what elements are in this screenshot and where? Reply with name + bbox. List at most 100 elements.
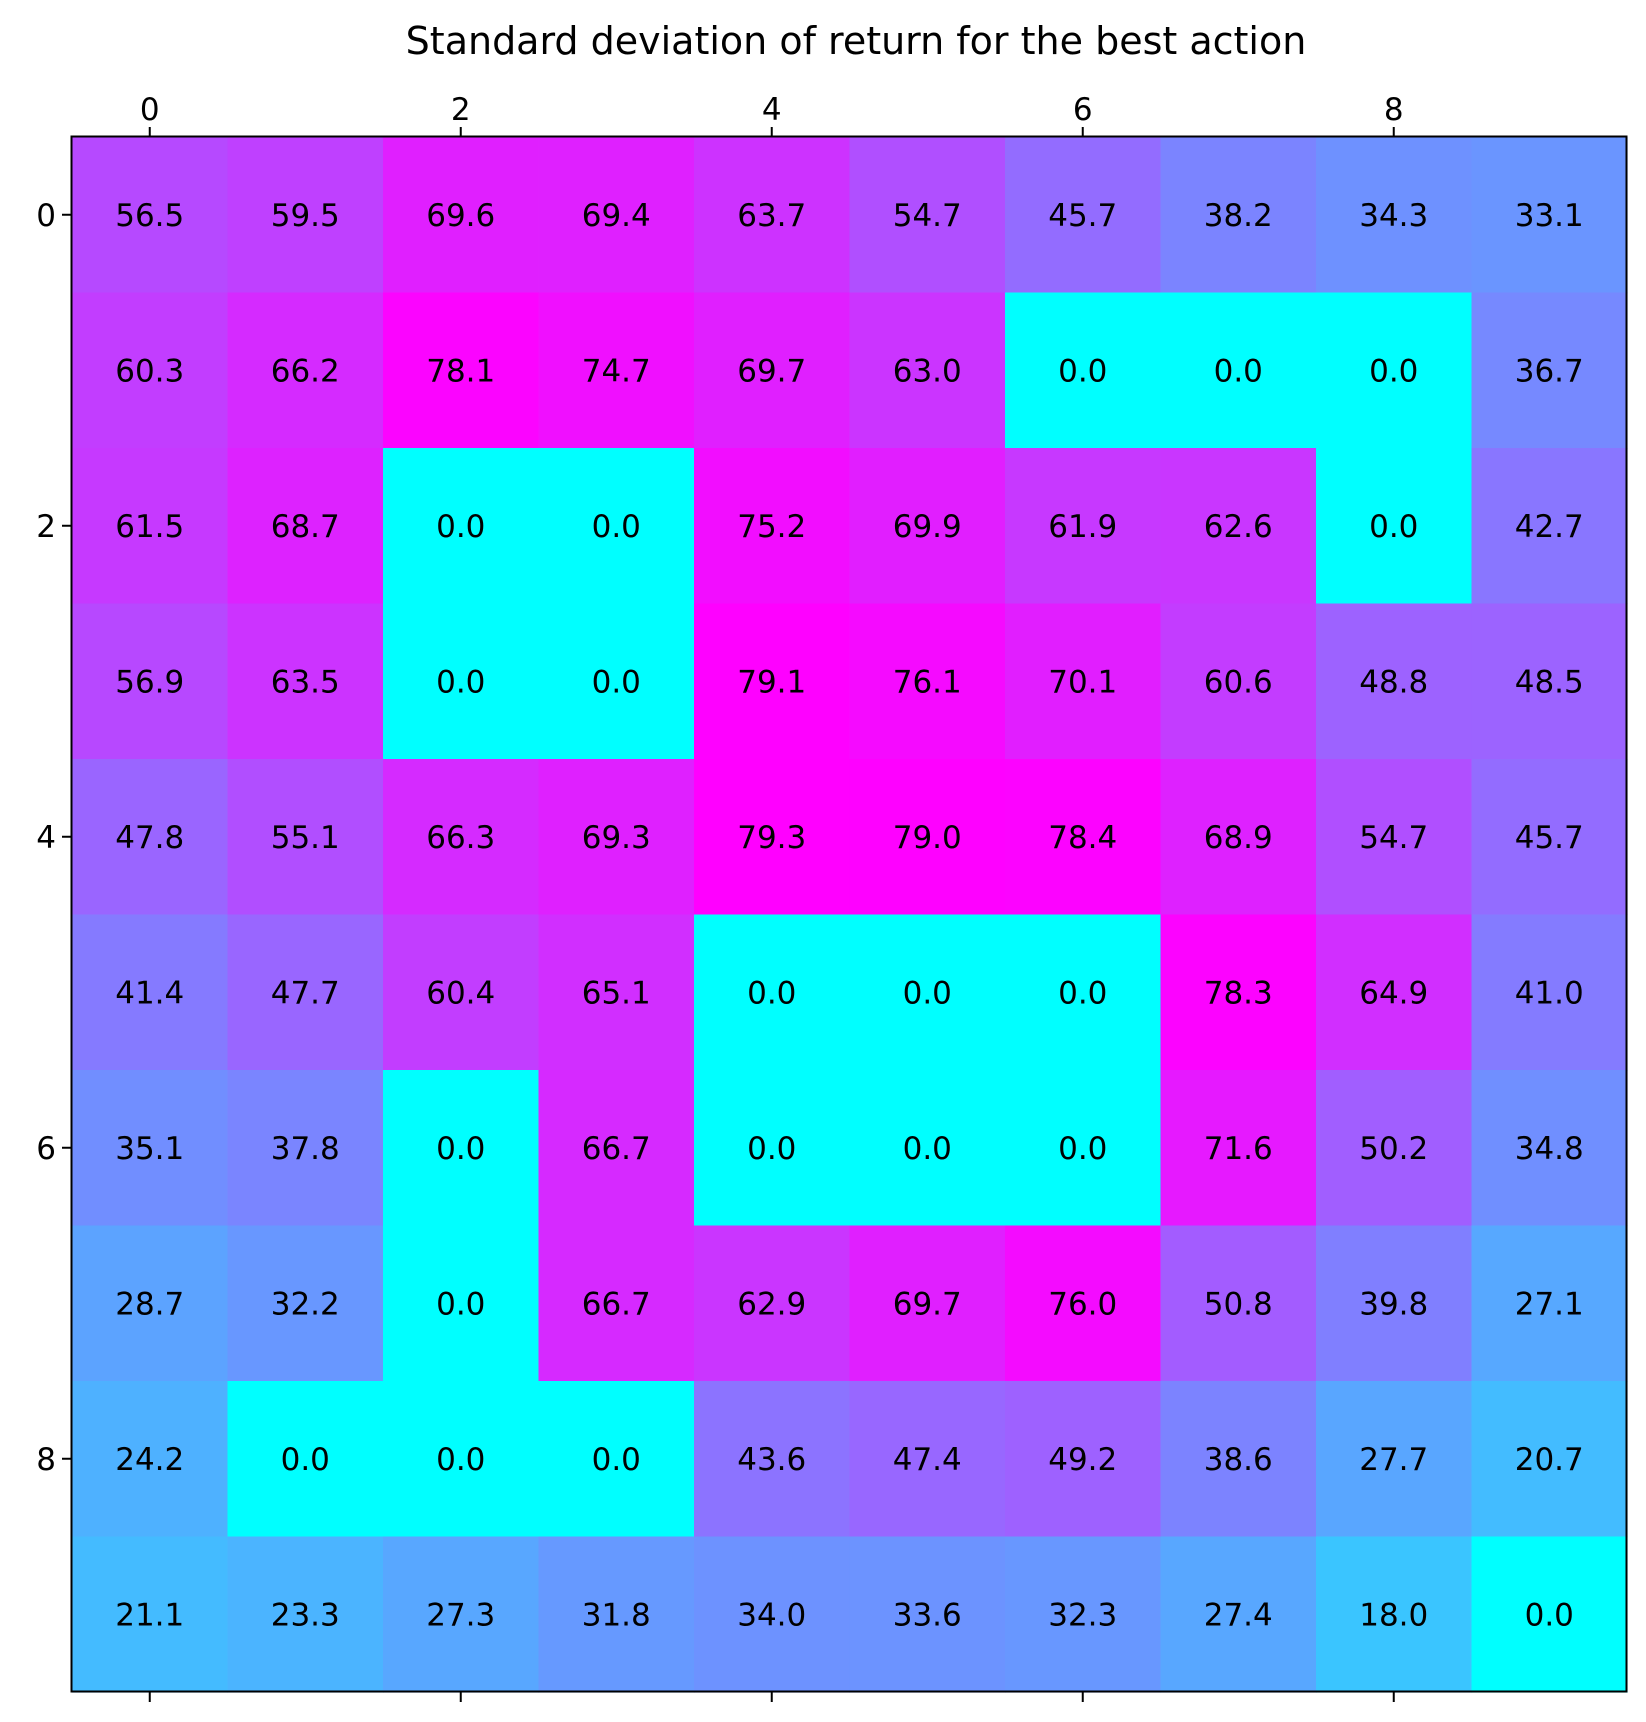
cell-label-r9-c2: 27.3 xyxy=(426,1597,495,1633)
heatmap-cell-r8-c9 xyxy=(1471,1381,1628,1538)
cell-label-r3-c0: 56.9 xyxy=(115,664,184,700)
cell-label-r9-c1: 23.3 xyxy=(271,1597,340,1633)
cell-label-r0-c8: 34.3 xyxy=(1359,198,1428,234)
heatmap-cell-r4-c8 xyxy=(1316,759,1473,916)
heatmap-cell-r0-c5 xyxy=(849,137,1006,294)
heatmap-cell-r0-c3 xyxy=(538,137,695,294)
cell-label-r9-c5: 33.6 xyxy=(893,1597,962,1633)
cell-label-r7-c3: 66.7 xyxy=(582,1286,651,1322)
cell-label-r6-c8: 50.2 xyxy=(1359,1131,1428,1167)
cell-label-r0-c5: 54.7 xyxy=(893,198,962,234)
heatmap-cell-r8-c3 xyxy=(538,1381,695,1538)
heatmap-cell-r0-c7 xyxy=(1160,137,1317,294)
cell-label-r0-c0: 56.5 xyxy=(115,198,184,234)
heatmap-cell-r7-c6 xyxy=(1005,1225,1162,1382)
cell-label-r7-c0: 28.7 xyxy=(115,1286,184,1322)
heatmap-cell-r5-c9 xyxy=(1471,914,1628,1071)
cell-label-r7-c9: 27.1 xyxy=(1515,1286,1584,1322)
heatmap-cell-r9-c0 xyxy=(72,1536,229,1693)
cell-label-r7-c4: 62.9 xyxy=(737,1286,806,1322)
heatmap-cell-r8-c4 xyxy=(694,1381,851,1538)
cell-label-r5-c6: 0.0 xyxy=(1058,975,1107,1011)
heatmap-cell-r0-c4 xyxy=(694,137,851,294)
cell-label-r1-c7: 0.0 xyxy=(1214,353,1263,389)
cell-label-r1-c8: 0.0 xyxy=(1369,353,1418,389)
cell-label-r2-c4: 75.2 xyxy=(737,509,806,545)
cell-label-r4-c5: 79.0 xyxy=(893,820,962,856)
cell-label-r9-c3: 31.8 xyxy=(582,1597,651,1633)
heatmap-cell-r6-c8 xyxy=(1316,1070,1473,1227)
heatmap-cell-r6-c7 xyxy=(1160,1070,1317,1227)
y-tick-label-8: 8 xyxy=(36,1442,56,1478)
cell-label-r2-c8: 0.0 xyxy=(1369,509,1418,545)
cell-label-r8-c9: 20.7 xyxy=(1515,1442,1584,1478)
cell-label-r9-c0: 21.1 xyxy=(115,1597,184,1633)
heatmap-cell-r0-c8 xyxy=(1316,137,1473,294)
heatmap-cell-r8-c5 xyxy=(849,1381,1006,1538)
cell-label-r0-c9: 33.1 xyxy=(1515,198,1584,234)
heatmap-cell-r1-c1 xyxy=(227,292,384,449)
heatmap-cell-r9-c6 xyxy=(1005,1536,1162,1693)
x-tick-label-2: 2 xyxy=(451,92,471,128)
heatmap-cell-r6-c6 xyxy=(1005,1070,1162,1227)
heatmap-cell-r4-c7 xyxy=(1160,759,1317,916)
cell-label-r4-c4: 79.3 xyxy=(737,820,806,856)
cell-label-r5-c8: 64.9 xyxy=(1359,975,1428,1011)
heatmap-cell-r5-c4 xyxy=(694,914,851,1071)
cell-label-r3-c5: 76.1 xyxy=(893,664,962,700)
heatmap-cell-r4-c1 xyxy=(227,759,384,916)
x-tick-label-8: 8 xyxy=(1384,92,1404,128)
heatmap-cell-r1-c4 xyxy=(694,292,851,449)
heatmap-cell-r3-c2 xyxy=(383,603,540,760)
axis-ticks: 0 2 4 6 8 0 2 4 6 8 xyxy=(36,92,1404,1702)
cell-label-r1-c5: 63.0 xyxy=(893,353,962,389)
cell-label-r3-c1: 63.5 xyxy=(271,664,340,700)
cell-label-r9-c7: 27.4 xyxy=(1204,1597,1273,1633)
cell-label-r8-c3: 0.0 xyxy=(592,1442,641,1478)
heatmap-cell-r2-c2 xyxy=(383,448,540,605)
cell-label-r0-c1: 59.5 xyxy=(271,198,340,234)
heatmap-cell-r6-c5 xyxy=(849,1070,1006,1227)
cell-label-r1-c2: 78.1 xyxy=(426,353,495,389)
heatmap-cell-r1-c3 xyxy=(538,292,695,449)
heatmap-cell-r5-c3 xyxy=(538,914,695,1071)
heatmap-cell-r7-c4 xyxy=(694,1225,851,1382)
cell-label-r9-c8: 18.0 xyxy=(1359,1597,1428,1633)
cell-label-r2-c2: 0.0 xyxy=(436,509,485,545)
heatmap-cell-r7-c9 xyxy=(1471,1225,1628,1382)
cell-label-r4-c1: 55.1 xyxy=(271,820,340,856)
cell-label-r1-c3: 74.7 xyxy=(582,353,651,389)
cell-label-r4-c9: 45.7 xyxy=(1515,820,1584,856)
heatmap-cell-r6-c3 xyxy=(538,1070,695,1227)
cell-label-r5-c0: 41.4 xyxy=(115,975,184,1011)
heatmap-cell-r5-c5 xyxy=(849,914,1006,1071)
heatmap-cell-r5-c6 xyxy=(1005,914,1162,1071)
cell-label-r9-c6: 32.3 xyxy=(1048,1597,1117,1633)
heatmap-cell-r2-c9 xyxy=(1471,448,1628,605)
heatmap-cell-r0-c0 xyxy=(72,137,229,294)
heatmap-cell-r7-c0 xyxy=(72,1225,229,1382)
heatmap-cell-r1-c7 xyxy=(1160,292,1317,449)
heatmap-cell-r4-c4 xyxy=(694,759,851,916)
cell-label-r5-c2: 60.4 xyxy=(426,975,495,1011)
heatmap-cell-r9-c9 xyxy=(1471,1536,1628,1693)
cell-label-r3-c4: 79.1 xyxy=(737,664,806,700)
cell-label-r5-c1: 47.7 xyxy=(271,975,340,1011)
x-tick-label-4: 4 xyxy=(762,92,782,128)
x-tick-label-6: 6 xyxy=(1073,92,1093,128)
cell-label-r2-c3: 0.0 xyxy=(592,509,641,545)
heatmap-cell-r9-c5 xyxy=(849,1536,1006,1693)
heatmap-cell-r6-c9 xyxy=(1471,1070,1628,1227)
heatmap-cell-r2-c7 xyxy=(1160,448,1317,605)
heatmap-cell-r6-c4 xyxy=(694,1070,851,1227)
cell-label-r6-c3: 66.7 xyxy=(582,1131,651,1167)
heatmap-cell-r1-c8 xyxy=(1316,292,1473,449)
heatmap-cells xyxy=(72,137,1628,1693)
heatmap-cell-r4-c2 xyxy=(383,759,540,916)
cell-label-r0-c4: 63.7 xyxy=(737,198,806,234)
heatmap-cell-r5-c2 xyxy=(383,914,540,1071)
heatmap-cell-r3-c4 xyxy=(694,603,851,760)
heatmap-cell-r2-c3 xyxy=(538,448,695,605)
heatmap-cell-r3-c5 xyxy=(849,603,1006,760)
cell-label-r0-c6: 45.7 xyxy=(1048,198,1117,234)
